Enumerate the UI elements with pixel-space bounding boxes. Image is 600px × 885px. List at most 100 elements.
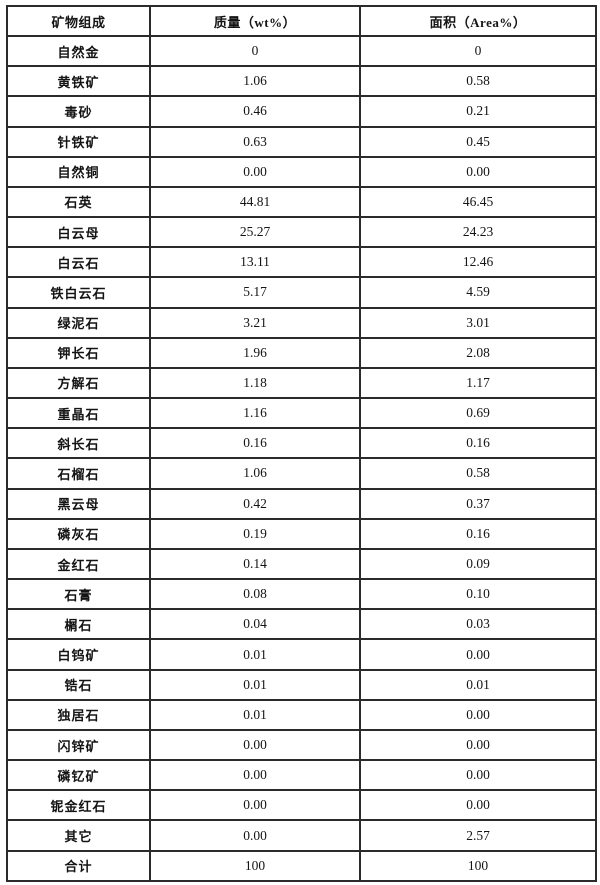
mineral-name-cell: 锆石: [6, 668, 151, 701]
mineral-name-cell: 黄铁矿: [6, 65, 151, 98]
mass-wt-percent-cell: 0.00: [149, 728, 361, 762]
mass-wt-percent-cell: 0.04: [149, 608, 361, 641]
table-row: 斜长石 0.16 0.16: [6, 427, 597, 460]
table-row: 榍石 0.04 0.03: [6, 608, 597, 641]
area-percent-cell: 0.01: [359, 668, 597, 701]
area-percent-cell: 0.58: [359, 457, 597, 490]
header-mass-wt-percent: 质量（wt%）: [149, 5, 361, 37]
mass-wt-percent-cell: 100: [149, 849, 361, 883]
table-row: 重晶石 1.16 0.69: [6, 397, 597, 430]
table-header: 矿物组成 质量（wt%） 面积（Area%）: [6, 5, 597, 37]
table-row: 独居石 0.01 0.00: [6, 698, 597, 731]
area-percent-cell: 0.00: [359, 638, 597, 671]
area-percent-cell: 2.57: [359, 819, 597, 852]
table-row: 石英 44.81 46.45: [6, 185, 597, 219]
mass-wt-percent-cell: 0.00: [149, 759, 361, 792]
mineral-name-cell: 石榴石: [6, 457, 151, 490]
mineral-name-cell: 铁白云石: [6, 276, 151, 309]
mineral-name-cell: 自然金: [6, 34, 151, 68]
area-percent-cell: 4.59: [359, 276, 597, 309]
area-percent-cell: 0: [359, 34, 597, 68]
area-percent-cell: 0.00: [359, 698, 597, 731]
area-percent-cell: 0.00: [359, 789, 597, 822]
table-row: 黄铁矿 1.06 0.58: [6, 65, 597, 98]
mass-wt-percent-cell: 0.01: [149, 698, 361, 731]
table-row: 石榴石 1.06 0.58: [6, 457, 597, 490]
area-percent-cell: 0.45: [359, 125, 597, 158]
area-percent-cell: 0.16: [359, 427, 597, 460]
mineral-name-cell: 石英: [6, 185, 151, 219]
area-percent-cell: 0.21: [359, 95, 597, 128]
mineral-name-cell: 黑云母: [6, 487, 151, 520]
area-percent-cell: 0.00: [359, 728, 597, 762]
table-row: 钾长石 1.96 2.08: [6, 336, 597, 369]
table-row: 铁白云石 5.17 4.59: [6, 276, 597, 309]
mineral-name-cell: 重晶石: [6, 397, 151, 430]
area-percent-cell: 0.03: [359, 608, 597, 641]
header-area-percent: 面积（Area%）: [359, 5, 597, 37]
mass-wt-percent-cell: 0.00: [149, 155, 361, 188]
mass-wt-percent-cell: 0.16: [149, 427, 361, 460]
area-percent-cell: 0.09: [359, 547, 597, 581]
mass-wt-percent-cell: 0.00: [149, 819, 361, 852]
mineral-name-cell: 针铁矿: [6, 125, 151, 158]
table-row: 石膏 0.08 0.10: [6, 578, 597, 611]
table-row: 毒砂 0.46 0.21: [6, 95, 597, 128]
area-percent-cell: 100: [359, 849, 597, 883]
mass-wt-percent-cell: 13.11: [149, 246, 361, 279]
area-percent-cell: 24.23: [359, 216, 597, 249]
mineral-name-cell: 自然铜: [6, 155, 151, 188]
mass-wt-percent-cell: 0.14: [149, 547, 361, 581]
mass-wt-percent-cell: 0.00: [149, 789, 361, 822]
table-row: 自然铜 0.00 0.00: [6, 155, 597, 188]
area-percent-cell: 2.08: [359, 336, 597, 369]
area-percent-cell: 0.16: [359, 517, 597, 550]
mass-wt-percent-cell: 3.21: [149, 306, 361, 339]
mass-wt-percent-cell: 1.18: [149, 366, 361, 400]
area-percent-cell: 0.58: [359, 65, 597, 98]
table-row: 自然金 0 0: [6, 34, 597, 68]
mass-wt-percent-cell: 0: [149, 34, 361, 68]
mineral-name-cell: 榍石: [6, 608, 151, 641]
mineral-name-cell: 其它: [6, 819, 151, 852]
mineral-composition-table: 矿物组成 质量（wt%） 面积（Area%） 自然金 0 0 黄铁矿 1.06 0.58 毒…: [6, 5, 597, 883]
mineral-name-cell: 金红石: [6, 547, 151, 581]
table-row: 合计 100 100: [6, 849, 597, 883]
mass-wt-percent-cell: 1.96: [149, 336, 361, 369]
mass-wt-percent-cell: 44.81: [149, 185, 361, 219]
mass-wt-percent-cell: 0.08: [149, 578, 361, 611]
mass-wt-percent-cell: 1.06: [149, 65, 361, 98]
table-row: 黑云母 0.42 0.37: [6, 487, 597, 520]
header-row: 矿物组成 质量（wt%） 面积（Area%）: [6, 5, 597, 37]
mineral-name-cell: 合计: [6, 849, 151, 883]
area-percent-cell: 0.00: [359, 759, 597, 792]
mineral-name-cell: 钾长石: [6, 336, 151, 369]
header-mineral-composition: 矿物组成: [6, 5, 151, 37]
area-percent-cell: 0.00: [359, 155, 597, 188]
mineral-name-cell: 闪锌矿: [6, 728, 151, 762]
mass-wt-percent-cell: 5.17: [149, 276, 361, 309]
table-row: 磷灰石 0.19 0.16: [6, 517, 597, 550]
mineral-name-cell: 白云石: [6, 246, 151, 279]
area-percent-cell: 0.69: [359, 397, 597, 430]
area-percent-cell: 3.01: [359, 306, 597, 339]
mineral-name-cell: 毒砂: [6, 95, 151, 128]
mass-wt-percent-cell: 1.16: [149, 397, 361, 430]
mass-wt-percent-cell: 0.63: [149, 125, 361, 158]
mass-wt-percent-cell: 0.01: [149, 668, 361, 701]
table-row: 白云石 13.11 12.46: [6, 246, 597, 279]
mass-wt-percent-cell: 1.06: [149, 457, 361, 490]
mineral-name-cell: 白云母: [6, 216, 151, 249]
mass-wt-percent-cell: 0.19: [149, 517, 361, 550]
table-row: 闪锌矿 0.00 0.00: [6, 728, 597, 762]
table-row: 绿泥石 3.21 3.01: [6, 306, 597, 339]
table-row: 金红石 0.14 0.09: [6, 547, 597, 581]
mineral-name-cell: 斜长石: [6, 427, 151, 460]
table-row: 锆石 0.01 0.01: [6, 668, 597, 701]
mineral-name-cell: 磷钇矿: [6, 759, 151, 792]
mineral-name-cell: 白钨矿: [6, 638, 151, 671]
mass-wt-percent-cell: 0.42: [149, 487, 361, 520]
mineral-name-cell: 铌金红石: [6, 789, 151, 822]
table-body: 自然金 0 0 黄铁矿 1.06 0.58 毒砂 0.46 0.21 针铁矿 0.63 0.45 自然铜…: [6, 34, 597, 883]
